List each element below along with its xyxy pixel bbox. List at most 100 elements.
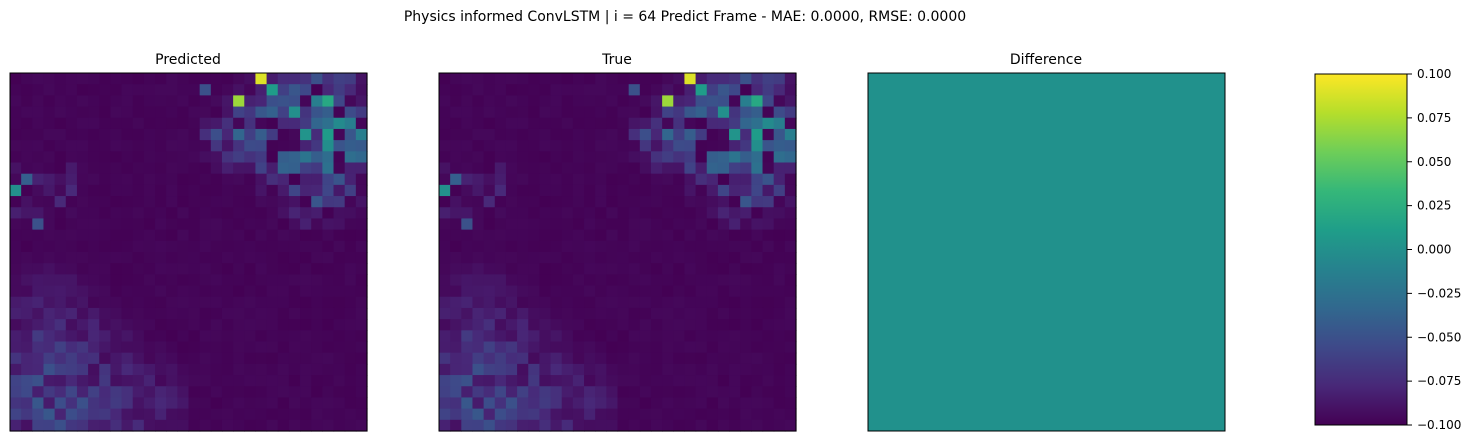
true-cell — [550, 296, 563, 309]
predicted-cell — [99, 274, 112, 287]
predicted-cell — [65, 117, 78, 130]
predicted-cell — [76, 375, 89, 387]
true-cell — [561, 419, 574, 432]
true-cell — [617, 84, 630, 96]
true-cell — [528, 218, 541, 231]
predicted-cell — [43, 218, 56, 231]
true-cell — [550, 128, 563, 141]
true-cell — [773, 73, 786, 85]
predicted-cell — [233, 274, 245, 287]
predicted-cell — [43, 296, 56, 309]
predicted-cell — [355, 173, 368, 186]
predicted-cell — [54, 263, 67, 275]
predicted-cell — [255, 330, 268, 343]
true-cell — [584, 151, 596, 164]
true-cell — [572, 184, 585, 197]
true-cell — [762, 162, 775, 175]
true-cell — [528, 285, 541, 298]
true-cell — [662, 363, 674, 376]
predicted-cell — [99, 151, 112, 164]
predicted-cell — [199, 408, 212, 421]
predicted-cell — [233, 330, 245, 343]
predicted-cell — [110, 352, 123, 365]
predicted-cell — [311, 196, 323, 208]
predicted-cell — [266, 151, 279, 164]
predicted-cell — [54, 184, 67, 197]
true-cell — [650, 173, 663, 186]
predicted-cell — [255, 106, 268, 119]
difference-heatmap — [868, 73, 1225, 431]
predicted-cell — [277, 95, 290, 108]
true-cell — [517, 151, 529, 164]
true-cell — [717, 240, 730, 253]
predicted-cell — [155, 386, 167, 399]
true-cell — [773, 162, 786, 175]
predicted-cell — [43, 375, 56, 387]
true-cell — [617, 408, 630, 421]
predicted-cell — [43, 162, 56, 175]
predicted-cell — [54, 128, 67, 141]
predicted-cell — [10, 218, 22, 231]
predicted-cell — [266, 196, 279, 208]
predicted-cell — [10, 330, 22, 343]
predicted-cell — [322, 151, 335, 164]
true-cell — [695, 84, 708, 96]
predicted-cell — [54, 352, 67, 365]
true-cell — [517, 419, 529, 432]
true-cell — [494, 296, 507, 309]
predicted-cell — [43, 319, 56, 331]
predicted-cell — [333, 229, 346, 242]
true-cell — [494, 151, 507, 164]
true-cell — [572, 274, 585, 287]
true-cell — [528, 341, 541, 354]
true-cell — [773, 106, 786, 119]
true-cell — [762, 229, 775, 242]
true-cell — [550, 196, 563, 208]
true-cell — [639, 307, 652, 320]
predicted-cell — [155, 84, 167, 96]
predicted-cell — [177, 375, 190, 387]
predicted-cell — [32, 375, 45, 387]
predicted-cell — [188, 207, 201, 220]
predicted-cell — [143, 352, 156, 365]
predicted-cell — [210, 319, 223, 331]
true-cell — [461, 319, 474, 331]
true-cell — [505, 386, 518, 399]
true-cell — [628, 117, 641, 130]
predicted-cell — [32, 184, 45, 197]
true-cell — [717, 196, 730, 208]
predicted-cell — [210, 229, 223, 242]
true-cell — [729, 386, 741, 399]
predicted-cell — [199, 341, 212, 354]
predicted-cell — [300, 375, 312, 387]
predicted-cell — [233, 319, 245, 331]
true-cell — [450, 375, 462, 387]
true-cell — [461, 274, 474, 287]
true-cell — [550, 363, 563, 376]
predicted-cell — [99, 240, 112, 253]
true-cell — [751, 128, 764, 141]
predicted-cell — [344, 363, 357, 376]
suptitle: Physics informed ConvLSTM | i = 64 Predi… — [404, 9, 966, 25]
predicted-cell — [266, 84, 279, 96]
true-cell — [729, 319, 741, 331]
predicted-cell — [76, 408, 89, 421]
true-cell — [751, 419, 764, 432]
true-cell — [595, 229, 607, 242]
true-cell — [539, 162, 552, 175]
predicted-cell — [177, 341, 190, 354]
predicted-cell — [266, 95, 279, 108]
predicted-cell — [54, 285, 67, 298]
predicted-cell — [311, 386, 323, 399]
true-cell — [617, 128, 630, 141]
predicted-cell — [32, 162, 45, 175]
predicted-cell — [300, 140, 312, 152]
predicted-cell — [88, 341, 100, 354]
true-cell — [550, 218, 563, 231]
true-cell — [450, 207, 462, 220]
true-cell — [673, 330, 686, 343]
true-cell — [717, 341, 730, 354]
predicted-cell — [99, 363, 112, 376]
colorbar — [1315, 74, 1407, 425]
true-cell — [784, 162, 797, 175]
